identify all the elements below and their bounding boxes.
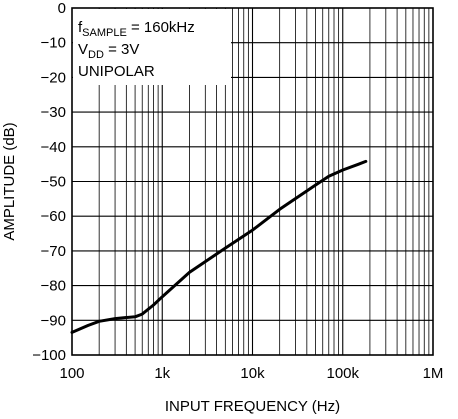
y-tick-label: −40	[41, 139, 66, 156]
y-tick-label: −80	[41, 278, 66, 295]
series-line	[70, 159, 368, 334]
y-tick-label: −30	[41, 104, 66, 121]
y-tick-label: −90	[41, 312, 66, 329]
plot-frame	[71, 7, 434, 356]
annotation-main: V	[78, 41, 88, 58]
annotation-rest: = 160kHz	[127, 19, 195, 36]
y-tick-label: −70	[41, 243, 66, 260]
x-tick-label: 100k	[326, 365, 359, 382]
annotation-box	[73, 9, 231, 85]
y-tick-label: −10	[41, 35, 66, 52]
x-tick-label: 1k	[154, 365, 170, 382]
y-tick-label: −50	[41, 174, 66, 191]
y-tick-label: 0	[58, 0, 66, 17]
annotation-main: UNIPOLAR	[78, 63, 155, 80]
x-tick-label: 1M	[423, 365, 444, 382]
annotation-rest: = 3V	[104, 41, 139, 58]
x-tick-label: 100	[59, 365, 84, 382]
y-tick-label: −20	[41, 69, 66, 86]
series-group	[70, 159, 368, 334]
annotation-text: UNIPOLAR	[78, 63, 155, 80]
annotation-main: f	[78, 19, 83, 36]
y-axis-label: AMPLITUDE (dB)	[1, 122, 18, 240]
x-axis-label: INPUT FREQUENCY (Hz)	[165, 398, 340, 415]
x-tick-label: 10k	[240, 365, 265, 382]
annotation-text: fSAMPLE = 160kHz	[78, 19, 195, 39]
y-tick-label: −60	[41, 208, 66, 225]
annotation-subscript: DD	[88, 49, 104, 61]
y-tick-label: −100	[32, 347, 66, 364]
annotation-subscript: SAMPLE	[82, 27, 127, 39]
annotation-text: VDD = 3V	[78, 41, 139, 61]
